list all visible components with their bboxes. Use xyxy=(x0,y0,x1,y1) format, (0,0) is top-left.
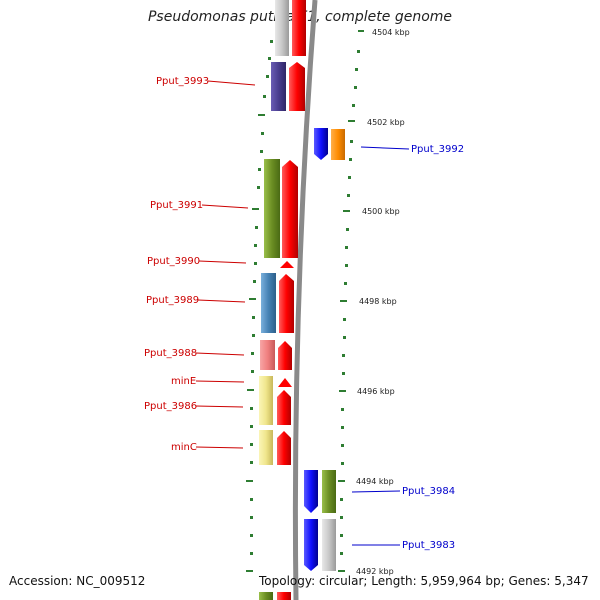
cds-pput-3988[interactable] xyxy=(278,341,292,370)
gene-pput-3991[interactable] xyxy=(264,159,280,258)
gene-pput-3992[interactable] xyxy=(314,128,328,160)
gene-pput-3989[interactable] xyxy=(261,273,276,333)
gene-label-right[interactable]: Pput_3992 xyxy=(411,144,464,155)
scale-label: 4498 kbp xyxy=(359,297,397,306)
cds-feature[interactable] xyxy=(277,592,291,600)
gene-pput-3983-grey[interactable] xyxy=(322,519,336,571)
scale-label: 4492 kbp xyxy=(356,567,394,576)
gene-label-right[interactable]: Pput_3983 xyxy=(402,540,455,551)
gene-pput-3993[interactable] xyxy=(271,62,286,111)
gene-label-left[interactable]: Pput_3993 xyxy=(156,76,209,87)
gene-label-left[interactable]: Pput_3986 xyxy=(144,401,197,412)
topology-text: Topology: circular; Length: 5,959,964 bp… xyxy=(259,574,589,588)
gene-label-left[interactable]: minC xyxy=(171,442,197,453)
gene-label-left[interactable]: Pput_3988 xyxy=(144,348,197,359)
gene-feature-grey[interactable] xyxy=(275,0,289,56)
cds-pput-3993[interactable] xyxy=(289,62,305,111)
scale-label: 4502 kbp xyxy=(367,118,405,127)
gene-label-right[interactable]: Pput_3984 xyxy=(402,486,455,497)
gene-minc[interactable] xyxy=(259,430,273,465)
gene-pput-3988[interactable] xyxy=(260,340,275,370)
cds-pput-3990[interactable] xyxy=(280,261,294,268)
cds-feature[interactable] xyxy=(292,0,306,56)
scale-label: 4500 kbp xyxy=(362,207,400,216)
gene-label-left[interactable]: minE xyxy=(171,376,196,387)
gene-pput-3984-olive[interactable] xyxy=(322,470,336,513)
gene-label-left[interactable]: Pput_3990 xyxy=(147,256,200,267)
gene-label-left[interactable]: Pput_3989 xyxy=(146,295,199,306)
scale-label: 4504 kbp xyxy=(372,28,410,37)
cds-minc[interactable] xyxy=(277,431,291,465)
gene-pput-3984[interactable] xyxy=(304,470,318,513)
cds-pput-3991[interactable] xyxy=(282,160,298,258)
genome-backbone xyxy=(292,0,318,600)
left-ruler-ticks xyxy=(246,40,273,572)
scale-label: 4494 kbp xyxy=(356,477,394,486)
cds-pput-3989[interactable] xyxy=(279,274,294,333)
right-leader-lines xyxy=(351,146,410,546)
gene-label-left[interactable]: Pput_3991 xyxy=(150,200,203,211)
cds-pput-3986[interactable] xyxy=(277,390,291,425)
scale-label: 4496 kbp xyxy=(357,387,395,396)
accession-text: Accession: NC_009512 xyxy=(9,574,146,588)
gene-pput-3983[interactable] xyxy=(304,519,318,571)
gene-pput-3992-orange[interactable] xyxy=(331,129,345,160)
cds-mine[interactable] xyxy=(278,378,292,387)
gene-pput-3986[interactable] xyxy=(259,376,273,425)
right-ruler-ticks xyxy=(338,30,364,572)
gene-feature-olive[interactable] xyxy=(259,592,273,600)
left-leader-lines xyxy=(195,80,256,449)
